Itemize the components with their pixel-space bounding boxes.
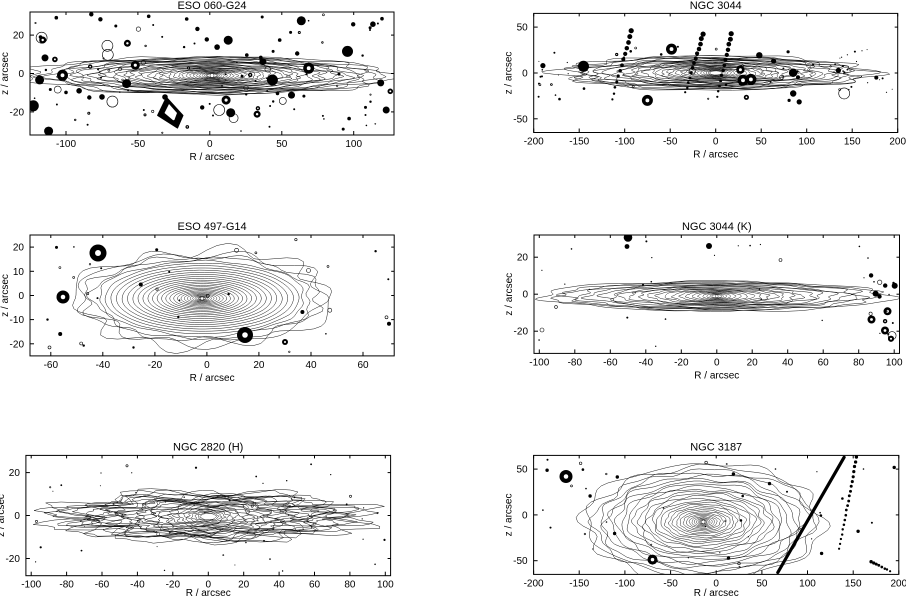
svg-text:40: 40 xyxy=(274,580,286,591)
svg-text:R / arcsec: R / arcsec xyxy=(694,370,739,381)
svg-text:R / arcsec: R / arcsec xyxy=(189,152,234,163)
svg-text:20: 20 xyxy=(238,580,250,591)
svg-text:ESO 497-G14: ESO 497-G14 xyxy=(178,221,247,233)
svg-text:-200: -200 xyxy=(524,137,544,148)
svg-text:NGC 3044 (K): NGC 3044 (K) xyxy=(682,221,752,233)
svg-text:100: 100 xyxy=(345,139,362,150)
svg-text:-50: -50 xyxy=(663,137,678,148)
svg-text:0: 0 xyxy=(522,290,528,301)
svg-text:-60: -60 xyxy=(603,357,618,368)
svg-text:80: 80 xyxy=(853,357,865,368)
svg-text:-100: -100 xyxy=(615,137,635,148)
svg-text:0: 0 xyxy=(522,510,528,521)
svg-text:0: 0 xyxy=(14,511,20,522)
svg-text:-40: -40 xyxy=(639,357,654,368)
svg-text:-80: -80 xyxy=(568,357,583,368)
svg-text:0: 0 xyxy=(522,69,528,80)
svg-text:40: 40 xyxy=(305,360,317,371)
svg-text:-50: -50 xyxy=(663,578,678,589)
svg-text:0: 0 xyxy=(18,69,24,80)
svg-text:-50: -50 xyxy=(513,556,528,567)
svg-text:-50: -50 xyxy=(513,114,528,125)
svg-text:ESO 060-G24: ESO 060-G24 xyxy=(177,0,246,12)
svg-text:z / arcsec: z / arcsec xyxy=(0,274,11,317)
svg-text:-20: -20 xyxy=(10,107,25,118)
svg-text:0: 0 xyxy=(714,357,720,368)
svg-text:-40: -40 xyxy=(96,360,111,371)
svg-text:-150: -150 xyxy=(569,137,589,148)
svg-text:-20: -20 xyxy=(5,554,20,565)
svg-text:-100: -100 xyxy=(21,580,41,591)
svg-text:NGC 3187: NGC 3187 xyxy=(690,441,742,453)
svg-text:100: 100 xyxy=(886,357,903,368)
svg-text:200: 200 xyxy=(890,578,906,589)
svg-text:NGC 3044: NGC 3044 xyxy=(690,0,742,12)
svg-text:0: 0 xyxy=(207,139,213,150)
svg-text:-150: -150 xyxy=(569,578,589,589)
svg-text:60: 60 xyxy=(818,357,830,368)
svg-text:-100: -100 xyxy=(529,357,549,368)
svg-text:R / arcsec: R / arcsec xyxy=(186,588,231,599)
svg-text:60: 60 xyxy=(309,580,321,591)
svg-text:-20: -20 xyxy=(514,327,529,338)
svg-text:-200: -200 xyxy=(524,578,544,589)
svg-text:50: 50 xyxy=(517,23,529,34)
svg-text:20: 20 xyxy=(517,253,529,264)
svg-text:z / arcsec: z / arcsec xyxy=(504,52,515,95)
svg-text:z / arcsec: z / arcsec xyxy=(0,494,7,537)
svg-text:-100: -100 xyxy=(56,139,76,150)
svg-text:40: 40 xyxy=(782,357,794,368)
svg-text:20: 20 xyxy=(747,357,759,368)
svg-text:100: 100 xyxy=(799,578,816,589)
svg-text:NGC 2820 (H): NGC 2820 (H) xyxy=(173,441,243,453)
svg-text:-20: -20 xyxy=(674,357,689,368)
svg-text:50: 50 xyxy=(516,465,528,476)
svg-text:0: 0 xyxy=(204,360,210,371)
svg-text:150: 150 xyxy=(845,578,862,589)
svg-text:-10: -10 xyxy=(10,315,25,326)
svg-text:50: 50 xyxy=(756,578,768,589)
svg-text:-100: -100 xyxy=(615,578,635,589)
svg-text:-50: -50 xyxy=(131,139,146,150)
svg-text:z / arcsec: z / arcsec xyxy=(0,52,11,95)
svg-text:-60: -60 xyxy=(44,360,59,371)
svg-text:R / arcsec: R / arcsec xyxy=(190,373,235,384)
svg-text:-20: -20 xyxy=(166,580,181,591)
svg-text:20: 20 xyxy=(13,31,25,42)
svg-text:60: 60 xyxy=(357,360,369,371)
svg-text:100: 100 xyxy=(798,137,815,148)
svg-text:0: 0 xyxy=(713,137,719,148)
svg-text:200: 200 xyxy=(889,137,906,148)
svg-text:50: 50 xyxy=(276,139,288,150)
svg-text:R / arcsec: R / arcsec xyxy=(694,588,739,599)
svg-text:150: 150 xyxy=(844,137,861,148)
svg-text:z / arcsec: z / arcsec xyxy=(504,494,515,537)
svg-text:20: 20 xyxy=(9,468,21,479)
svg-text:20: 20 xyxy=(13,243,25,254)
svg-text:100: 100 xyxy=(377,580,394,591)
svg-text:-20: -20 xyxy=(10,339,25,350)
svg-text:80: 80 xyxy=(344,580,356,591)
svg-text:-40: -40 xyxy=(130,580,145,591)
svg-text:-60: -60 xyxy=(95,580,110,591)
svg-text:-20: -20 xyxy=(148,360,163,371)
svg-text:-80: -80 xyxy=(59,580,74,591)
svg-text:0: 0 xyxy=(18,291,24,302)
svg-text:z / arcsec: z / arcsec xyxy=(504,273,515,316)
svg-text:10: 10 xyxy=(13,267,25,278)
svg-text:R / arcsec: R / arcsec xyxy=(693,150,738,161)
svg-text:20: 20 xyxy=(253,360,265,371)
svg-text:50: 50 xyxy=(756,137,768,148)
